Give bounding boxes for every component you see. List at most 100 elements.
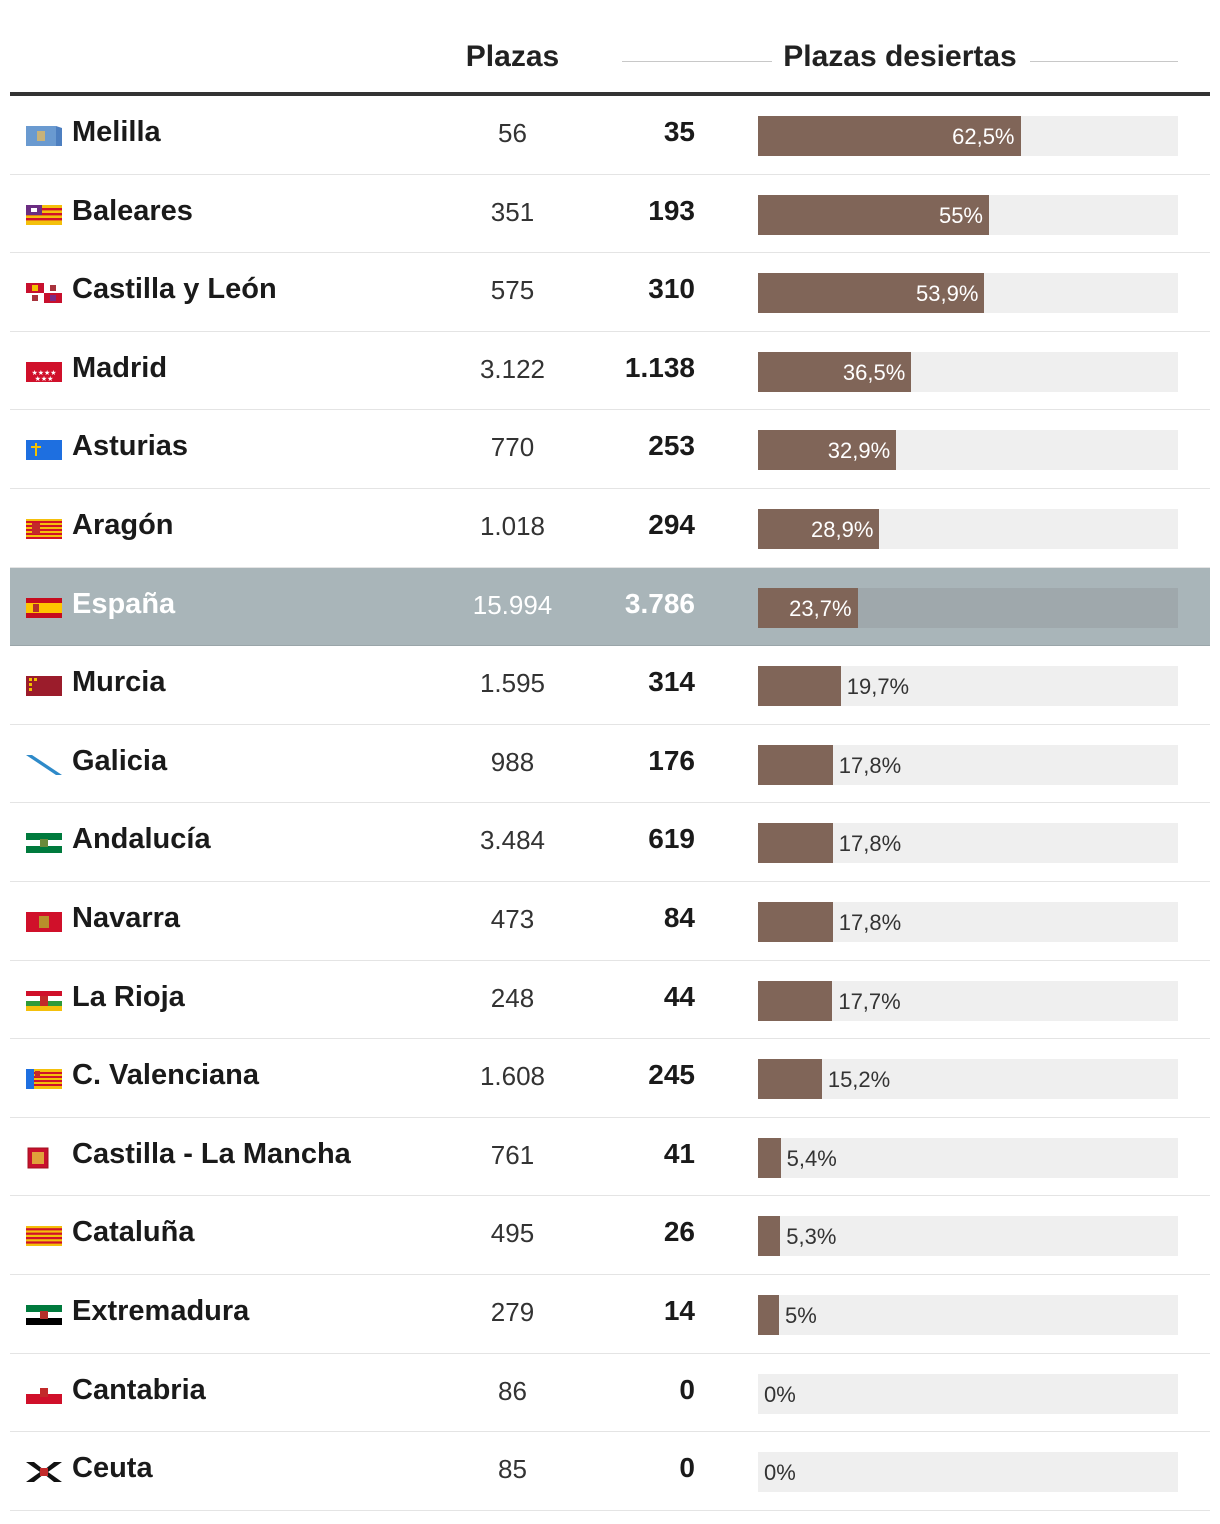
bar-data-label: 17,8% [838,752,902,778]
bar-track: 17,8% [758,744,1178,785]
bar-data-label: 17,7% [838,988,901,1014]
region-name: La Rioja [72,980,185,1013]
svg-text:★★★: ★★★ [35,375,54,383]
region-name: Aragón [72,508,174,541]
plazas-value: 56 [498,118,527,148]
bar-track: 36,5% [758,351,1178,392]
bar-data-label: 5,3% [786,1224,837,1250]
bar-track: 28,9% [758,508,1178,549]
plazas-value: 85 [498,1454,527,1485]
table-row: C. Valenciana 1.608 245 15,2% [10,1039,1210,1118]
region-name: Melilla [72,116,161,148]
desiertas-value: 1.138 [624,351,695,383]
cataluna-flag-icon [26,1226,62,1247]
bar [758,901,833,942]
svg-text:★★★★: ★★★★ [31,369,56,377]
bar-data-label: 53,9% [916,281,979,307]
region-name: C. Valenciana [72,1059,259,1092]
madrid-flag-icon: ★★★★★★★ [26,361,62,383]
region-name: Madrid [72,351,168,384]
plazas-column-header: Plazas [465,40,560,73]
bar-track: 23,7% [758,587,1178,628]
region-name: Ceuta [72,1452,153,1485]
header-divider-line [622,61,772,62]
bar [758,587,858,628]
bar [758,980,833,1021]
bar-data-label: 0% [764,1460,796,1486]
table-row-total: España 15.994 3.786 23,7% [10,567,1210,647]
desiertas-value: 619 [648,823,695,855]
ceuta-flag-icon [26,1462,62,1483]
galicia-flag-icon [26,754,62,775]
plazas-value: 988 [490,746,535,777]
bar [758,1137,781,1178]
bar-track: 5% [758,1294,1178,1335]
bar [758,194,989,235]
bar [758,1294,779,1335]
desiertas-value: 310 [648,273,695,305]
table-row: ★★★★ ★★★ Madrid 3.122 1.138 36,5% [10,332,1210,411]
region-name: España [72,587,176,620]
bar-track: 32,9% [758,430,1178,471]
data-table: Plazas Plazas desiertas Melilla 56 35 62,5%… [10,0,1210,1511]
plazas-value: 279 [490,1296,535,1327]
region-name: Galicia [72,744,168,777]
plazas-value: 575 [490,275,535,306]
la-rioja-flag-icon [26,990,62,1011]
bar-data-label: 55% [938,202,983,228]
bar-track: 62,5% [758,116,1178,156]
table-row: Asturias 770 253 32,9% [10,410,1210,489]
aragon-flag-icon [26,518,62,539]
bar-track: 55% [758,194,1178,235]
bar-data-label: 5% [785,1302,817,1328]
desiertas-value: 176 [648,744,695,776]
table-header: Plazas Plazas desiertas [10,0,1210,96]
table-row: Extremadura 279 14 5% [10,1275,1210,1354]
bar [758,823,833,864]
desiertas-value: 0 [679,1373,695,1405]
plazas-value: 3.484 [479,825,546,856]
region-name: Murcia [72,666,166,699]
bar [758,1216,781,1257]
bar-track: 19,7% [758,666,1178,707]
bar-data-label: 23,7% [789,595,852,621]
bar-data-label: 0% [764,1381,796,1407]
bar-data-label: 28,9% [811,516,874,542]
plazas-value: 473 [490,903,535,934]
plazas-value: 1.608 [479,1061,546,1092]
table-row: Andalucía 3.484 619 17,8% [10,803,1210,882]
desiertas-value: 41 [663,1137,695,1169]
asturias-flag-icon [26,440,62,461]
region-name: Andalucía [72,823,211,856]
table-row: Cantabria 86 0 0% [10,1354,1210,1433]
bar-track: 5,3% [758,1216,1178,1257]
desiertas-value: 84 [663,901,695,933]
bar-track: 53,9% [758,273,1178,314]
andalucia-flag-icon [26,833,62,854]
plazas-value: 495 [490,1218,535,1249]
region-name: Castilla y León [72,273,277,306]
bar [758,666,841,707]
desiertas-value: 314 [648,666,695,698]
bar-track: 0% [758,1373,1178,1414]
desiertas-value: 44 [663,980,695,1012]
plazas-value: 761 [490,1139,535,1170]
table-row: Cataluña 495 26 5,3% [10,1196,1210,1275]
region-name: Cantabria [72,1373,206,1406]
bar-track: 17,8% [758,823,1178,864]
bar [758,273,985,314]
bar [758,116,1021,156]
table-row: Ceuta 85 0 0% [10,1432,1210,1511]
table-row: Murcia 1.595 314 19,7% [10,646,1210,725]
bar-data-label: 15,2% [827,1067,891,1093]
table-row: Galicia 988 176 17,8% [10,725,1210,804]
desiertas-value: 294 [648,508,695,540]
desiertas-value: 253 [648,430,695,462]
navarra-flag-icon [26,911,62,932]
bar [758,508,880,549]
region-name: Asturias [72,430,189,463]
region-name: Baleares [72,194,193,227]
castilla-la-mancha-flag-icon [27,1147,49,1169]
table-row: Aragón 1.018 294 28,9% [10,489,1210,568]
table-row: Castilla y León 575 310 53,9% [10,253,1210,332]
